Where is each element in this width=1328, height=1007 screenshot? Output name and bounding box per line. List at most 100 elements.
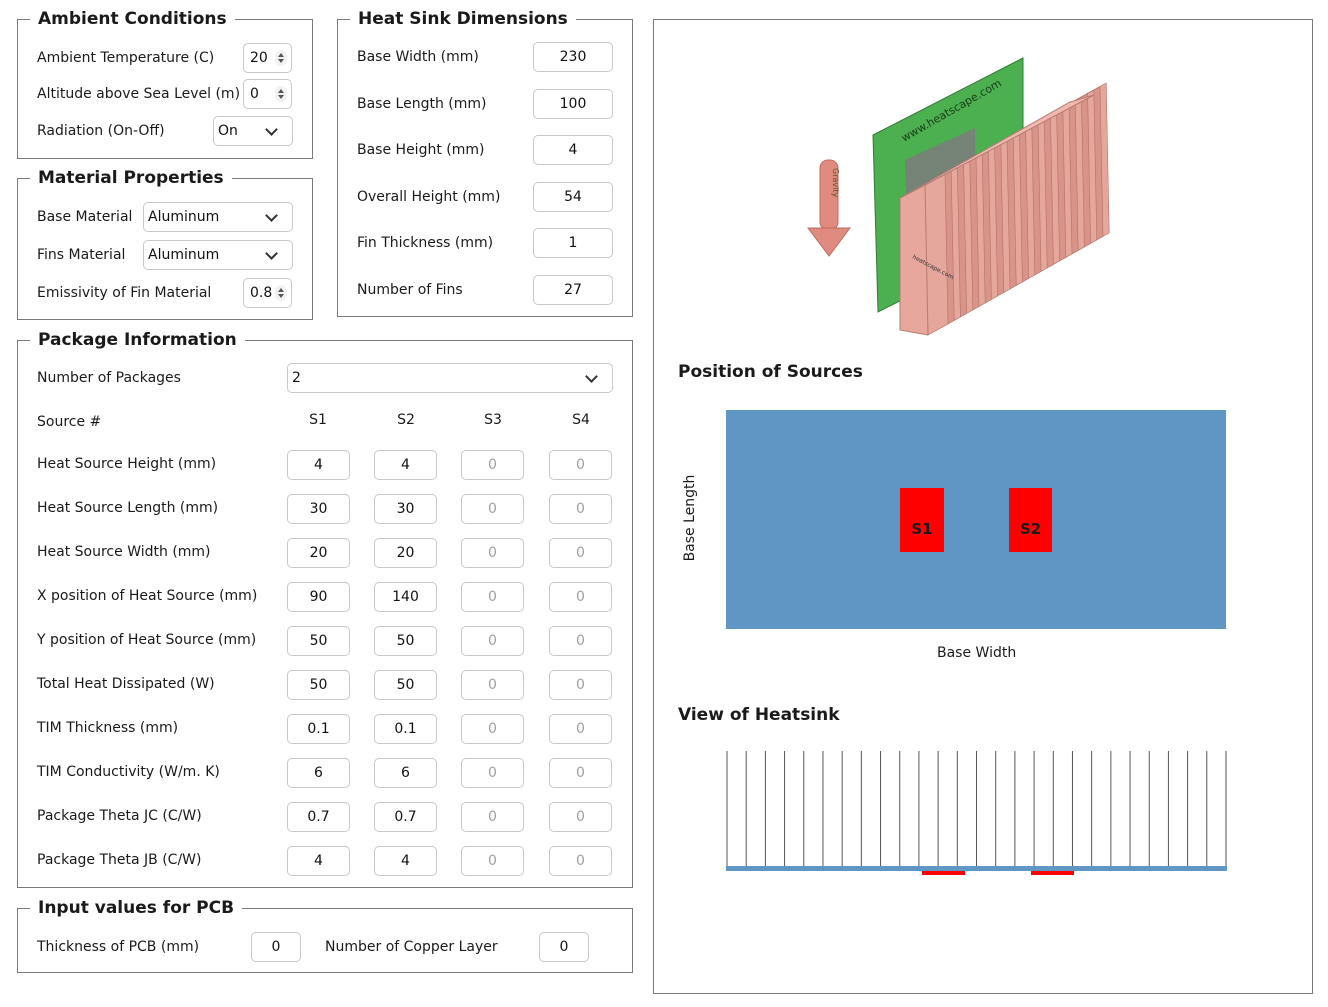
package-row-input-s4[interactable]: 0 bbox=[549, 714, 612, 744]
chevron-down-icon bbox=[585, 370, 598, 383]
package-row-input-s3[interactable]: 0 bbox=[461, 582, 524, 612]
heatsink-fins bbox=[924, 82, 1110, 336]
heat-sink-dimensions-title: Heat Sink Dimensions bbox=[350, 8, 576, 30]
spin-arrows-icon[interactable] bbox=[275, 285, 287, 301]
package-row-input-s3[interactable]: 0 bbox=[461, 758, 524, 788]
package-row-label: Heat Source Length (mm) bbox=[37, 500, 219, 516]
fins-material-label: Fins Material bbox=[37, 247, 126, 263]
base-material-select[interactable]: Aluminum bbox=[143, 202, 293, 232]
fins-material-value: Aluminum bbox=[148, 247, 220, 263]
hs-row-input[interactable]: 100 bbox=[533, 89, 613, 119]
pcb-thickness-label: Thickness of PCB (mm) bbox=[37, 939, 200, 955]
package-row-input-s4[interactable]: 0 bbox=[549, 846, 612, 876]
side-view-fins bbox=[726, 751, 1227, 866]
package-row-input-s3[interactable]: 0 bbox=[461, 714, 524, 744]
pcb-thickness-input[interactable]: 0 bbox=[251, 932, 301, 962]
hs-row-input[interactable]: 4 bbox=[533, 135, 613, 165]
side-view-base bbox=[726, 866, 1227, 871]
preview-panel bbox=[653, 19, 1313, 994]
package-row-input-s2[interactable]: 0.1 bbox=[374, 714, 437, 744]
package-row-input-s1[interactable]: 6 bbox=[287, 758, 350, 788]
heatsink-side-view bbox=[726, 751, 1227, 875]
package-row-input-s3[interactable]: 0 bbox=[461, 846, 524, 876]
package-row-input-s2[interactable]: 6 bbox=[374, 758, 437, 788]
package-row-input-s4[interactable]: 0 bbox=[549, 450, 612, 480]
ambient-temperature-label: Ambient Temperature (C) bbox=[37, 50, 215, 66]
package-row-input-s1[interactable]: 0.7 bbox=[287, 802, 350, 832]
column-header-s4: S4 bbox=[572, 412, 590, 428]
hs-row-label: Base Height (mm) bbox=[357, 142, 485, 158]
spin-arrows-icon[interactable] bbox=[275, 50, 287, 66]
hs-row-input[interactable]: 27 bbox=[533, 275, 613, 305]
package-row-input-s1[interactable]: 30 bbox=[287, 494, 350, 524]
package-row-input-s2[interactable]: 4 bbox=[374, 450, 437, 480]
package-row-input-s1[interactable]: 0.1 bbox=[287, 714, 350, 744]
source-s1-marker: S1 bbox=[900, 488, 944, 552]
hs-row-label: Number of Fins bbox=[357, 282, 463, 298]
package-row-input-s4[interactable]: 0 bbox=[549, 802, 612, 832]
package-row-input-s1[interactable]: 50 bbox=[287, 626, 350, 656]
package-row-input-s3[interactable]: 0 bbox=[461, 494, 524, 524]
column-header-s1: S1 bbox=[309, 412, 327, 428]
copper-layer-input[interactable]: 0 bbox=[539, 932, 589, 962]
radiation-select[interactable]: On bbox=[213, 116, 293, 146]
heatsink-fin bbox=[924, 173, 949, 336]
package-row-input-s3[interactable]: 0 bbox=[461, 626, 524, 656]
emissivity-spinbox[interactable]: 0.8 bbox=[243, 278, 292, 308]
package-row-input-s3[interactable]: 0 bbox=[461, 802, 524, 832]
radiation-value: On bbox=[218, 123, 238, 139]
radiation-label: Radiation (On-Off) bbox=[37, 123, 165, 139]
positions-title: Position of Sources bbox=[678, 362, 863, 382]
package-row-input-s4[interactable]: 0 bbox=[549, 670, 612, 700]
package-row-input-s4[interactable]: 0 bbox=[549, 494, 612, 524]
spin-arrows-icon[interactable] bbox=[275, 86, 287, 102]
package-row-input-s3[interactable]: 0 bbox=[461, 670, 524, 700]
emissivity-value: 0.8 bbox=[250, 285, 273, 301]
axis-base-width-label: Base Width bbox=[937, 645, 1017, 661]
hs-row-input[interactable]: 230 bbox=[533, 42, 613, 72]
package-information-group: Package Information bbox=[17, 329, 633, 888]
package-row-label: Y position of Heat Source (mm) bbox=[37, 632, 257, 648]
fins-material-select[interactable]: Aluminum bbox=[143, 240, 293, 270]
package-row-input-s4[interactable]: 0 bbox=[549, 758, 612, 788]
hs-row-input[interactable]: 1 bbox=[533, 228, 613, 258]
package-row-input-s3[interactable]: 0 bbox=[461, 450, 524, 480]
package-information-title: Package Information bbox=[30, 329, 245, 351]
package-row-input-s2[interactable]: 50 bbox=[374, 670, 437, 700]
hs-row-label: Overall Height (mm) bbox=[357, 189, 501, 205]
package-row-input-s1[interactable]: 50 bbox=[287, 670, 350, 700]
package-row-input-s2[interactable]: 140 bbox=[374, 582, 437, 612]
package-row-input-s4[interactable]: 0 bbox=[549, 582, 612, 612]
chevron-down-icon bbox=[265, 209, 278, 222]
package-row-input-s2[interactable]: 30 bbox=[374, 494, 437, 524]
package-row-label: Heat Source Width (mm) bbox=[37, 544, 211, 560]
hs-row-label: Fin Thickness (mm) bbox=[357, 235, 494, 251]
source-number-label: Source # bbox=[37, 414, 102, 430]
material-properties-title: Material Properties bbox=[30, 167, 232, 189]
ambient-conditions-title: Ambient Conditions bbox=[30, 8, 235, 30]
package-row-input-s2[interactable]: 4 bbox=[374, 846, 437, 876]
chevron-down-icon bbox=[265, 123, 278, 136]
package-row-label: TIM Thickness (mm) bbox=[37, 720, 179, 736]
package-row-input-s2[interactable]: 0.7 bbox=[374, 802, 437, 832]
altitude-spinbox[interactable]: 0 bbox=[243, 79, 292, 109]
ambient-temperature-spinbox[interactable]: 20 bbox=[243, 43, 292, 73]
package-row-input-s4[interactable]: 0 bbox=[549, 626, 612, 656]
package-row-input-s4[interactable]: 0 bbox=[549, 538, 612, 568]
material-properties-group: Material Properties bbox=[17, 167, 313, 320]
base-material-value: Aluminum bbox=[148, 209, 220, 225]
package-row-input-s1[interactable]: 20 bbox=[287, 538, 350, 568]
emissivity-label: Emissivity of Fin Material bbox=[37, 285, 212, 301]
package-row-input-s3[interactable]: 0 bbox=[461, 538, 524, 568]
package-row-input-s1[interactable]: 4 bbox=[287, 846, 350, 876]
number-of-packages-label: Number of Packages bbox=[37, 370, 181, 386]
heatsink-3d-render: www.heatscape.com Gravity heatscape.com bbox=[807, 57, 1110, 336]
altitude-label: Altitude above Sea Level (m) bbox=[37, 86, 241, 102]
axis-base-length-label: Base Length bbox=[682, 474, 698, 562]
package-row-input-s1[interactable]: 4 bbox=[287, 450, 350, 480]
number-of-packages-select[interactable]: 2 bbox=[287, 363, 613, 393]
package-row-input-s1[interactable]: 90 bbox=[287, 582, 350, 612]
package-row-input-s2[interactable]: 50 bbox=[374, 626, 437, 656]
hs-row-input[interactable]: 54 bbox=[533, 182, 613, 212]
package-row-input-s2[interactable]: 20 bbox=[374, 538, 437, 568]
